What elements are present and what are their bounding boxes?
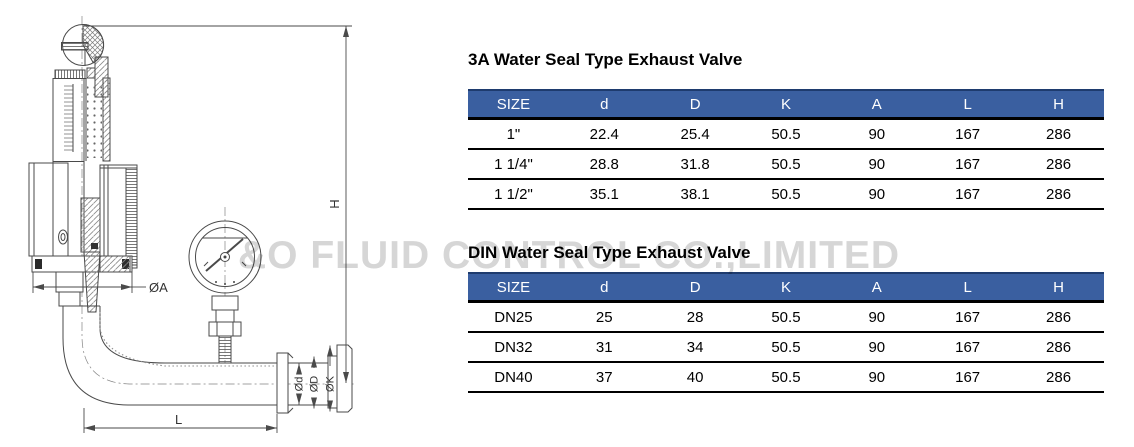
table-cell: 28.8 [558,149,650,180]
table-cell: 31 [558,332,650,363]
valve-housing [28,161,101,257]
dim-label-l: L [175,412,182,427]
column-header: d [558,272,650,303]
column-header: L [922,272,1014,303]
spring-body [52,77,111,162]
table-cell: 1" [468,118,559,150]
table-cell: DN40 [468,362,559,393]
table-cell: 34 [649,332,741,363]
table-cell: 167 [922,301,1014,333]
table-header-row: SIZE d D K A L H [468,272,1104,303]
spec-tables-panel: 3A Water Seal Type Exhaust Valve SIZE d … [468,0,1104,447]
dim-label-d-small: Ød [294,377,306,392]
column-header: H [1013,272,1104,303]
table-cell: 40 [649,362,741,393]
pipe-sleeve [99,164,138,269]
column-header: A [831,272,923,303]
table-cell: 22.4 [558,118,650,150]
table-cell: 1 1/4" [468,149,559,180]
table-row: DN40 37 40 50.5 90 167 286 [468,362,1104,393]
table-cell: 90 [831,149,923,180]
table-cell: 50.5 [740,118,832,150]
table-title-3a: 3A Water Seal Type Exhaust Valve [468,50,743,69]
table-header-row: SIZE d D K A L H [468,89,1104,120]
column-header: K [740,89,832,120]
table-cell: 37 [558,362,650,393]
table-cell: 90 [831,179,923,210]
column-header: D [649,272,741,303]
table-cell: 167 [922,149,1014,180]
table-cell: 25.4 [649,118,741,150]
column-header: d [558,89,650,120]
spec-table-din: SIZE d D K A L H DN25 25 28 50.5 90 167 [468,272,1104,393]
dim-label-h: H [327,199,342,208]
table-row: DN32 31 34 50.5 90 167 286 [468,332,1104,363]
table-cell: 286 [1013,118,1104,150]
dim-label-a: ØA [149,280,168,295]
table-title-din: DIN Water Seal Type Exhaust Valve [468,243,751,262]
table-cell: 38.1 [649,179,741,210]
table-cell: 35.1 [558,179,650,210]
table-cell: 50.5 [740,362,832,393]
table-cell: 90 [831,118,923,150]
column-header: L [922,89,1014,120]
table-cell: 167 [922,362,1014,393]
table-row: 1 1/4" 28.8 31.8 50.5 90 167 286 [468,149,1104,180]
gauge-stem [208,295,242,364]
table-cell: 50.5 [740,179,832,210]
column-header: A [831,89,923,120]
table-cell: 286 [1013,179,1104,210]
pressure-gauge [188,220,262,294]
table-cell: 167 [922,179,1014,210]
dim-label-k: ØK [325,375,337,392]
column-header: K [740,272,832,303]
table-cell: DN32 [468,332,559,363]
table-cell: 50.5 [740,301,832,333]
table-cell: 286 [1013,149,1104,180]
table-cell: 90 [831,362,923,393]
table-cell: 25 [558,301,650,333]
column-header: D [649,89,741,120]
valve-technical-drawing: H ØA L Ød ØD ØK [28,16,356,433]
dimension-lines: H ØA L Ød ØD ØK [32,25,352,433]
column-header: SIZE [468,272,559,303]
table-cell: 50.5 [740,332,832,363]
column-header: H [1013,89,1104,120]
table-row: 1" 22.4 25.4 50.5 90 167 286 [468,118,1104,150]
table-cell: 167 [922,118,1014,150]
spec-table-3a: SIZE d D K A L H 1" 22.4 25.4 50.5 90 16… [468,89,1104,210]
gauge-needle [205,238,244,272]
table-cell: 286 [1013,301,1104,333]
table-cell: 50.5 [740,149,832,180]
table-cell: 286 [1013,332,1104,363]
table-cell: DN25 [468,301,559,333]
table-cell: 1 1/2" [468,179,559,210]
centerlines [81,16,356,385]
knurled-nut [54,69,86,79]
table-cell: 286 [1013,362,1104,393]
table-row: DN25 25 28 50.5 90 167 286 [468,301,1104,333]
ball-knob [61,23,105,66]
flange [31,255,133,273]
table-cell: 90 [831,332,923,363]
elbow-pipe [59,305,337,406]
column-header: SIZE [468,89,559,120]
dim-label-d-large: ØD [309,376,321,393]
table-cell: 90 [831,301,923,333]
table-cell: 28 [649,301,741,333]
table-cell: 31.8 [649,149,741,180]
table-cell: 167 [922,332,1014,363]
table-row: 1 1/2" 35.1 38.1 50.5 90 167 286 [468,179,1104,210]
